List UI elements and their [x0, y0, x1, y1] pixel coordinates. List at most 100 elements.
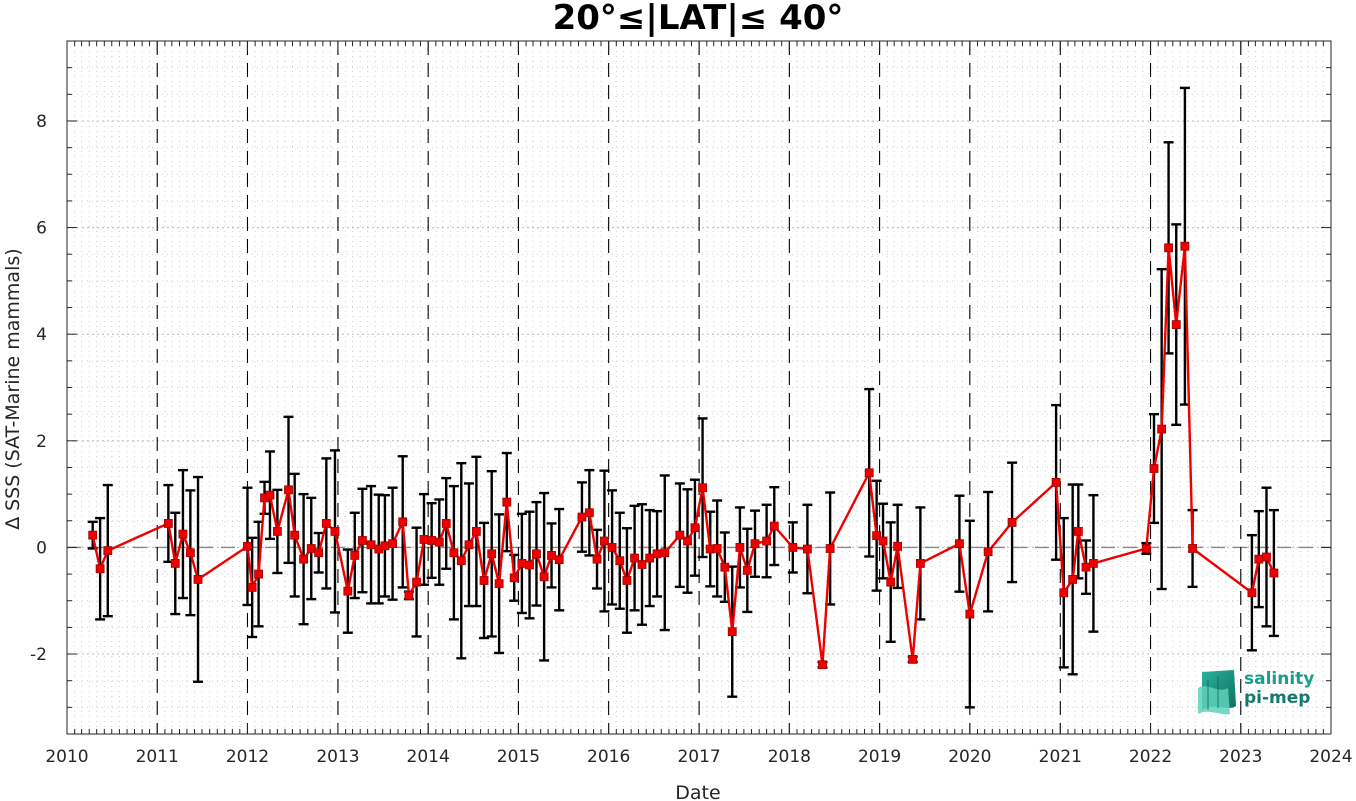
data-point-marker — [494, 579, 504, 589]
data-point-marker — [584, 508, 594, 518]
data-point-marker — [321, 519, 331, 528]
x-tick-label: 2023 — [1219, 747, 1262, 767]
data-markers — [88, 241, 1279, 670]
x-tick-label: 2015 — [497, 747, 540, 767]
data-point-marker — [720, 562, 730, 572]
x-axis-title: Date — [675, 782, 720, 801]
data-point-marker — [955, 539, 964, 549]
data-point-marker — [554, 555, 564, 565]
data-point-marker — [1157, 424, 1167, 434]
chart-title: 20°≤|LAT|≤ 40° — [553, 0, 844, 38]
data-point-marker — [539, 572, 549, 582]
data-point-marker — [1141, 544, 1151, 553]
data-point-marker — [769, 521, 779, 531]
year-boundary-lines — [67, 41, 1331, 734]
data-point-marker — [690, 523, 700, 533]
x-tick-label: 2022 — [1129, 747, 1172, 767]
x-tick-label: 2020 — [948, 747, 991, 767]
y-tick-label: 0 — [36, 538, 47, 558]
logo-text-pi-mep: pi-mep — [1244, 688, 1311, 708]
x-tick-label: 2014 — [407, 747, 450, 767]
data-point-marker — [615, 556, 625, 566]
data-point-marker — [683, 536, 692, 546]
data-point-marker — [1081, 562, 1091, 572]
data-point-marker — [193, 575, 203, 584]
data-point-marker — [412, 577, 421, 587]
data-point-marker — [735, 543, 745, 552]
data-point-marker — [637, 560, 647, 569]
data-point-marker — [630, 553, 640, 563]
data-point-marker — [404, 591, 414, 600]
y-tick-label: 2 — [36, 432, 47, 452]
data-point-marker — [698, 483, 707, 493]
data-point-marker — [1149, 464, 1159, 473]
data-point-marker — [517, 559, 527, 568]
data-point-marker — [290, 530, 300, 540]
axes — [66, 40, 1332, 735]
data-point-marker — [1164, 243, 1173, 253]
data-point-marker — [727, 627, 737, 637]
data-point-marker — [878, 536, 888, 546]
x-tick-label: 2017 — [677, 747, 720, 767]
data-point-marker — [284, 485, 293, 495]
data-point-marker — [306, 544, 316, 553]
error-bars — [87, 86, 1279, 709]
x-tick-label: 2021 — [1039, 747, 1082, 767]
data-point-marker — [1247, 588, 1257, 598]
data-point-marker — [502, 497, 512, 507]
data-point-marker — [592, 554, 602, 564]
y-axis-title: ∆ SSS (SAT-Marine mammals) — [2, 248, 24, 530]
data-point-marker — [487, 549, 497, 559]
data-point-marker — [742, 565, 752, 575]
data-point-marker — [1007, 517, 1017, 527]
data-point-marker — [1089, 559, 1098, 568]
data-point-marker — [1188, 544, 1197, 553]
data-point-marker — [398, 517, 408, 527]
data-point-marker — [652, 549, 662, 559]
data-point-marker — [1254, 554, 1264, 564]
data-point-marker — [886, 577, 896, 587]
data-point-marker — [185, 548, 195, 558]
data-point-marker — [509, 573, 519, 583]
data-point-marker — [419, 535, 429, 544]
data-point-marker — [314, 548, 324, 558]
x-tick-label: 2024 — [1309, 747, 1352, 767]
data-point-marker — [525, 560, 534, 570]
data-point-marker — [265, 490, 275, 500]
data-point-marker — [803, 544, 812, 554]
data-point-marker — [712, 544, 722, 553]
data-point-marker — [915, 559, 925, 568]
data-point-marker — [965, 609, 975, 619]
salinity-pi-mep-logo: salinity pi-mep — [1196, 666, 1326, 716]
data-point-marker — [434, 537, 444, 547]
data-point-marker — [366, 540, 376, 550]
data-point-marker — [893, 541, 903, 551]
data-point-marker — [607, 543, 617, 552]
data-point-marker — [170, 559, 180, 568]
plot-frame — [66, 40, 1332, 735]
data-point-marker — [178, 529, 188, 539]
data-point-marker — [299, 554, 308, 564]
wave-logo-icon — [1198, 670, 1236, 715]
x-tick-label: 2013 — [316, 747, 359, 767]
data-point-marker — [388, 539, 397, 549]
data-point-marker — [645, 553, 655, 563]
data-point-marker — [95, 564, 105, 574]
data-point-marker — [449, 548, 459, 558]
data-point-marker — [243, 541, 252, 551]
data-point-marker — [825, 544, 835, 553]
y-tick-label: -2 — [30, 645, 47, 665]
data-point-marker — [479, 576, 489, 585]
data-point-marker — [1059, 588, 1069, 598]
data-point-marker — [272, 527, 282, 536]
x-tick-labels: 2010 2011 2012 2013 2014 2015 2016 2017 2018 2019… — [45, 747, 1352, 767]
y-tick-labels: -2 0 2 4 6 8 — [30, 112, 47, 665]
data-point-marker — [818, 660, 827, 670]
x-tick-label: 2012 — [226, 747, 269, 767]
data-point-marker — [660, 548, 670, 558]
x-tick-label: 2016 — [587, 747, 630, 767]
data-point-marker — [762, 536, 772, 546]
data-point-marker — [330, 527, 340, 536]
data-point-marker — [547, 551, 556, 560]
